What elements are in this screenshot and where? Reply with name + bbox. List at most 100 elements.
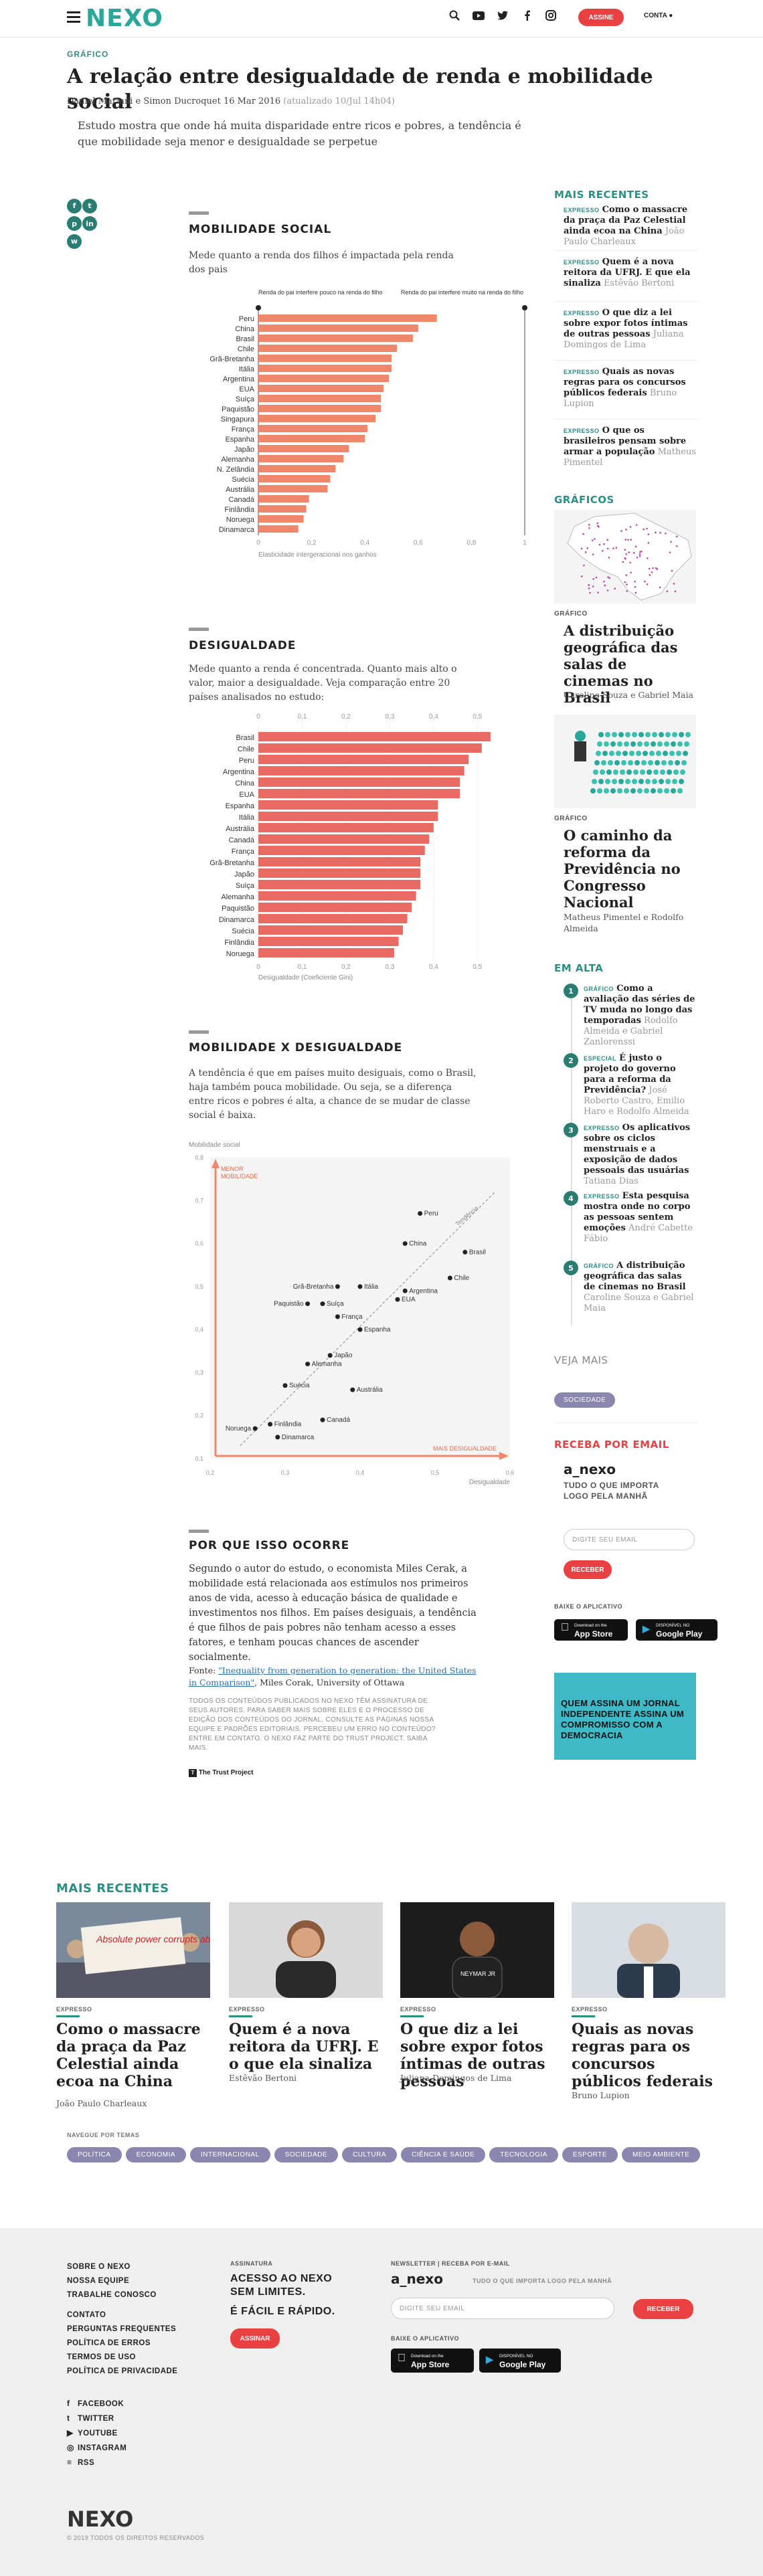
sidebar-recent-item[interactable]: EXPRESSO O que diz a lei sobre expor fot… bbox=[564, 308, 697, 351]
authors[interactable]: Daniel Mariani e Simon Ducroquet bbox=[67, 96, 221, 106]
sidebar-recent-item[interactable]: EXPRESSO Quem é a nova reitora da UFRJ. … bbox=[564, 257, 697, 289]
footer-link[interactable]: TRABALHE CONOSCO bbox=[67, 2291, 157, 2299]
recent-article-image[interactable] bbox=[572, 1902, 726, 1998]
em-alta-item[interactable]: ESPECIAL É justo o projeto do governo pa… bbox=[584, 1053, 696, 1117]
chart3-low-mobility-label-2: MOBILIDADE bbox=[221, 1173, 258, 1180]
chart2-category-label: Suíça bbox=[236, 882, 255, 890]
google-play-badge[interactable]: ▶ DISPONÍVEL NO Google Play bbox=[636, 1619, 717, 1641]
share-whatsapp-icon[interactable]: w bbox=[67, 234, 82, 249]
footer-social-link[interactable]: ▶ YOUTUBE bbox=[67, 2426, 126, 2441]
sidebar-app-title: BAIXE O APLICATIVO bbox=[554, 1603, 623, 1610]
topic-pill[interactable]: SOCIEDADE bbox=[274, 2147, 339, 2163]
item-headline[interactable]: É justo o projeto do governo para a refo… bbox=[584, 1053, 676, 1095]
grafico2-thumbnail[interactable] bbox=[554, 715, 696, 808]
play-icon: ▶ bbox=[643, 1623, 650, 1634]
site-logo[interactable]: NEXO bbox=[86, 5, 163, 32]
topic-pill[interactable]: ECONOMIA bbox=[125, 2147, 187, 2163]
recent-article-image[interactable] bbox=[229, 1902, 383, 1998]
share-twitter-icon[interactable]: t bbox=[82, 198, 97, 213]
sidebar-recent-item[interactable]: EXPRESSO Quais as novas regras para os c… bbox=[564, 367, 697, 409]
item-tag: EXPRESSO bbox=[564, 310, 600, 316]
facebook-icon[interactable] bbox=[519, 8, 534, 23]
recent-article-title[interactable]: Como o massacre da praça da Paz Celestia… bbox=[56, 2021, 201, 2090]
footer-link[interactable]: POLÍTICA DE ERROS bbox=[67, 2339, 151, 2347]
topic-pill[interactable]: INTERNACIONAL bbox=[190, 2147, 270, 2163]
map-dot bbox=[614, 587, 616, 589]
map-dot bbox=[592, 553, 594, 555]
topic-pill[interactable]: TECNOLOGIA bbox=[489, 2147, 558, 2163]
footer-link[interactable]: TERMOS DE USO bbox=[67, 2353, 136, 2361]
topic-pill[interactable]: CULTURA bbox=[342, 2147, 398, 2163]
sidebar-email-input[interactable]: DIGITE SEU EMAIL bbox=[564, 1529, 695, 1550]
em-alta-item[interactable]: GRÁFICO A distribuição geográfica das sa… bbox=[584, 1261, 696, 1314]
assinar-button[interactable]: ASSINAR bbox=[230, 2328, 280, 2349]
account-link[interactable]: CONTA ● bbox=[644, 12, 673, 19]
grafico-map-thumbnail[interactable] bbox=[554, 510, 696, 604]
grafico2-title[interactable]: O caminho da reforma da Previdência no C… bbox=[564, 827, 681, 911]
footer-social-link[interactable]: t TWITTER bbox=[67, 2411, 126, 2426]
share-linkedin-icon[interactable]: in bbox=[82, 216, 97, 231]
instagram-icon[interactable] bbox=[543, 8, 558, 23]
footer-email-input[interactable]: DIGITE SEU EMAIL bbox=[391, 2298, 614, 2319]
item-headline[interactable]: Esta pesquisa mostra onde no corpo as pe… bbox=[584, 1191, 691, 1233]
share-pinterest-icon[interactable]: p bbox=[67, 216, 82, 231]
sidebar-recent-item[interactable]: EXPRESSO Como o massacre da praça da Paz… bbox=[564, 205, 697, 248]
share-facebook-icon[interactable]: f bbox=[67, 198, 82, 213]
topic-pill[interactable]: ESPORTE bbox=[562, 2147, 618, 2163]
em-alta-item[interactable]: EXPRESSO Esta pesquisa mostra onde no co… bbox=[584, 1191, 696, 1245]
footer-social-link[interactable]: f FACEBOOK bbox=[67, 2397, 126, 2411]
subscribe-button[interactable]: ASSINE bbox=[578, 9, 624, 26]
topic-pill[interactable]: MEIO AMBIENTE bbox=[621, 2147, 701, 2163]
chart3-point-label: Austrália bbox=[357, 1386, 383, 1394]
recent-article-image[interactable]: NEYMAR JR bbox=[400, 1902, 554, 1998]
item-headline[interactable]: Como o massacre da praça da Paz Celestia… bbox=[564, 205, 688, 236]
twitter-icon[interactable] bbox=[495, 8, 510, 23]
search-icon[interactable] bbox=[447, 8, 462, 23]
footer-social-link[interactable]: ≡ RSS bbox=[67, 2456, 126, 2470]
youtube-icon[interactable] bbox=[471, 8, 486, 23]
sidebar-receber-button[interactable]: RECEBER bbox=[564, 1560, 612, 1579]
seat-dot bbox=[630, 788, 636, 794]
topic-pill[interactable]: POLÍTICA bbox=[67, 2147, 122, 2163]
seat-dot bbox=[625, 779, 630, 784]
footer-google-play-badge[interactable]: ▶ DISPONÍVEL NO Google Play bbox=[479, 2349, 561, 2373]
recent-article-tag: EXPRESSO bbox=[56, 2006, 92, 2013]
item-headline[interactable]: Como a avaliação das séries de TV muda n… bbox=[584, 984, 695, 1026]
footer-link[interactable]: PERGUNTAS FREQUENTES bbox=[67, 2325, 177, 2333]
recent-article-title[interactable]: Quais as novas regras para os concursos … bbox=[572, 2021, 713, 2090]
seat-dot bbox=[593, 769, 598, 775]
source-label: Fonte: bbox=[189, 1665, 216, 1675]
item-headline[interactable]: O que os brasileiros pensam sobre armar … bbox=[564, 426, 687, 457]
chart3-point bbox=[320, 1301, 325, 1307]
em-alta-item[interactable]: GRÁFICO Como a avaliação das séries de T… bbox=[584, 984, 696, 1048]
item-headline[interactable]: Quais as novas regras para os concursos … bbox=[564, 367, 686, 398]
footer-link[interactable]: CONTATO bbox=[67, 2311, 106, 2319]
item-headline[interactable]: A distribuição geográfica das salas de c… bbox=[584, 1261, 686, 1292]
item-headline[interactable]: Os aplicativos sobre os ciclos menstruai… bbox=[584, 1123, 691, 1176]
item-headline[interactable]: O que diz a lei sobre expor fotos íntima… bbox=[564, 308, 688, 339]
topic-pill-sociedade[interactable]: SOCIEDADE bbox=[554, 1392, 616, 1408]
footer-receber-button[interactable]: RECEBER bbox=[633, 2299, 693, 2319]
recent-article-image[interactable]: Absolute power corrupts absolutely bbox=[56, 1902, 210, 1998]
trust-project-badge[interactable]: T The Trust Project bbox=[189, 1769, 253, 1777]
seat-dot bbox=[598, 732, 604, 737]
footer-social-link[interactable]: ◎ INSTAGRAM bbox=[67, 2441, 126, 2456]
topic-pill[interactable]: CIÊNCIA E SAÚDE bbox=[401, 2147, 486, 2163]
footer-link[interactable]: NOSSA EQUIPE bbox=[67, 2277, 130, 2285]
grafico1-title[interactable]: A distribuição geográfica das salas de c… bbox=[564, 622, 678, 706]
item-headline[interactable]: Quem é a nova reitora da UFRJ. E que ela… bbox=[564, 257, 691, 288]
chart3-xlabel: Desigualdade bbox=[469, 1479, 511, 1486]
recent-article-title[interactable]: Quem é a nova reitora da UFRJ. E o que e… bbox=[229, 2021, 379, 2073]
recent-article-title[interactable]: O que diz a lei sobre expor fotos íntima… bbox=[400, 2021, 545, 2090]
seat-dot bbox=[655, 760, 660, 765]
hamburger-menu-icon[interactable] bbox=[67, 11, 80, 23]
em-alta-item[interactable]: EXPRESSO Os aplicativos sobre os ciclos … bbox=[584, 1123, 696, 1187]
subscription-promo[interactable]: QUEM ASSINA UM JORNAL INDEPENDENTE ASSIN… bbox=[554, 1673, 696, 1760]
source-link[interactable]: "Inequality from generation to generatio… bbox=[189, 1665, 477, 1687]
footer-link[interactable]: POLÍTICA DE PRIVACIDADE bbox=[67, 2367, 178, 2375]
sidebar-recent-item[interactable]: EXPRESSO O que os brasileiros pensam sob… bbox=[564, 426, 697, 468]
footer-logo[interactable]: NEXO bbox=[67, 2506, 134, 2532]
footer-link[interactable]: SOBRE O NEXO bbox=[67, 2263, 131, 2271]
